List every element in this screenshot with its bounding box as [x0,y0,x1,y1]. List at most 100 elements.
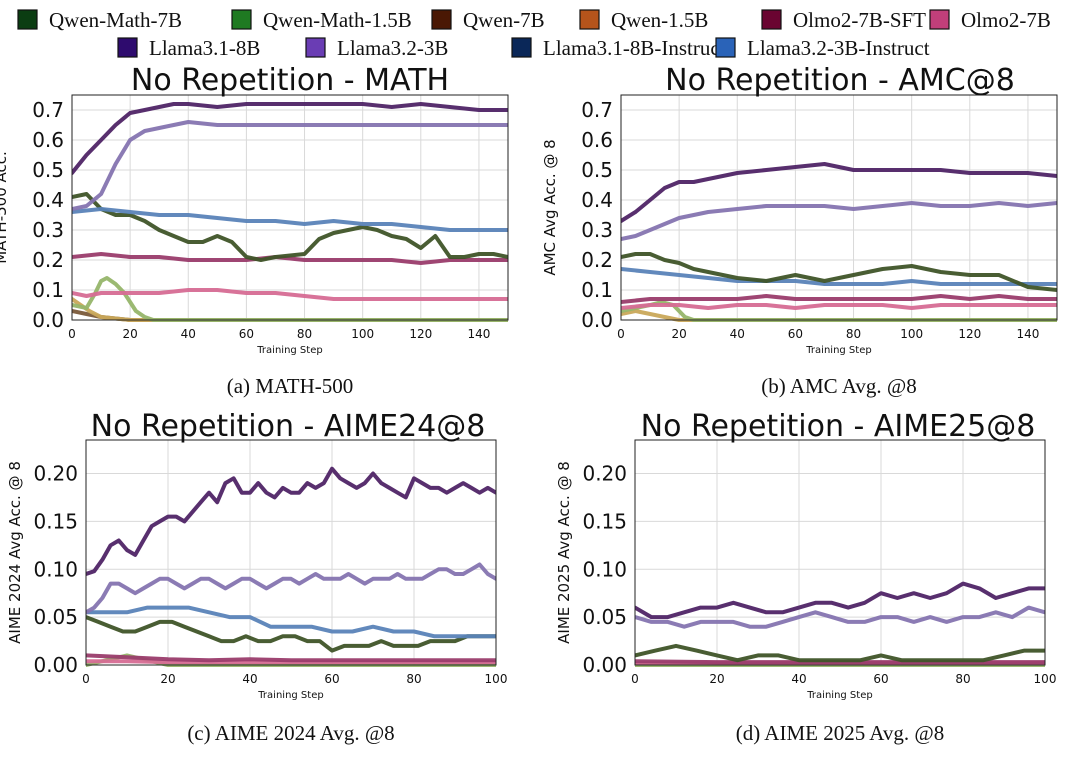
series-line-llama3-2-3b [635,605,1045,629]
legend-label: Olmo2-7B [961,8,1051,32]
x-tick-label: 40 [181,327,196,341]
y-tick-label: 0.15 [33,509,78,533]
series-line-llama3-2-3b [72,120,508,211]
series-line-llama3-2-3b [621,201,1057,241]
series-line-olmo2-7b-sft [621,294,1057,304]
legend-item-qwen-1-5b: Qwen-1.5B [579,8,708,32]
y-tick-label: 0.2 [581,248,613,272]
x-tick-label: 20 [160,672,175,686]
x-axis-ticks: 0 20 40 60 80 100 [82,672,507,686]
series-line-qwen-math-7b [72,192,508,262]
legend-swatch [17,9,38,30]
chart-panel-4: 0 20 40 60 80 100 0.00 0.05 0.10 0.15 0.20 Training… [555,409,1056,745]
series-line-llama3-2-3b [86,562,496,615]
y-tick-label: 0.4 [581,188,613,212]
legend: Qwen-Math-7B Qwen-Math-1.5B Qwen-7B Qwen-1.… [17,8,1051,60]
x-tick-label: 0 [68,327,76,341]
y-tick-label: 0.3 [32,218,64,242]
chart-panel-3: 0 20 40 60 80 100 0.00 0.05 0.10 0.15 0.20 Training… [6,409,507,745]
series-line-olmo2-7b-sft [86,653,496,663]
chart-title: No Repetition - AIME24@8 [91,409,486,444]
y-axis-label: MATH-500 Acc. [0,151,10,264]
x-tick-label: 100 [900,327,923,341]
x-axis-label: Training Step [806,690,872,701]
series-line-llama3-1-8b [621,162,1057,223]
chart-title: No Repetition - AMC@8 [665,63,1015,98]
plot-frame [634,439,1046,666]
y-axis-label: AIME 2025 Avg Acc. @ 8 [555,461,573,644]
x-tick-label: 60 [788,327,803,341]
x-tick-label: 0 [82,672,90,686]
series-line-llama3-2-3b-instruct [621,267,1057,286]
y-axis-label: AIME 2024 Avg Acc. @ 8 [6,461,24,644]
panel-caption: (a) MATH-500 [227,374,354,398]
x-tick-label: 60 [324,672,339,686]
series-line-llama3-1-8b [635,581,1045,620]
y-tick-label: 0.15 [582,509,627,533]
x-tick-label: 40 [730,327,745,341]
y-tick-label: 0.10 [582,557,627,581]
y-tick-label: 0.2 [32,248,64,272]
grid [634,440,1046,666]
series-line-olmo2-7b [72,288,508,301]
legend-label: Qwen-7B [463,8,545,32]
legend-swatch [929,9,950,30]
y-tick-label: 0.1 [581,278,613,302]
plot-frame [71,94,509,321]
y-axis-ticks: 0.0 0.1 0.2 0.3 0.4 0.5 0.6 0.7 [581,98,613,332]
x-tick-label: 140 [1016,327,1039,341]
x-tick-label: 120 [958,327,981,341]
legend-label: Llama3.2-3B [337,36,448,60]
legend-label: Qwen-Math-1.5B [263,8,412,32]
legend-item-llama3-2-3b-instruct: Llama3.2-3B-Instruct [715,36,930,60]
series-line-olmo2-7b-sft [72,252,508,265]
x-tick-label: 100 [351,327,374,341]
series-line-llama3-2-3b-instruct [86,605,496,639]
y-tick-label: 0.20 [582,462,627,486]
grid [71,95,508,321]
legend-item-olmo2-7b-sft: Olmo2-7B-SFT [761,8,926,32]
x-axis-label: Training Step [257,690,323,701]
y-tick-label: 0.05 [33,605,78,629]
x-tick-label: 20 [709,672,724,686]
x-tick-label: 60 [873,672,888,686]
x-tick-label: 0 [617,327,625,341]
x-tick-label: 140 [467,327,490,341]
x-axis-label: Training Step [256,345,322,356]
x-tick-label: 80 [955,672,970,686]
y-axis-ticks: 0.00 0.05 0.10 0.15 0.20 [582,462,627,677]
y-tick-label: 0.5 [32,158,64,182]
panel-caption: (c) AIME 2024 Avg. @8 [187,721,394,745]
legend-label: Llama3.1-8B [149,36,260,60]
legend-swatch [305,37,326,58]
legend-swatch [117,37,138,58]
plot-frame [85,439,497,666]
series-lines [621,162,1057,322]
series-line-qwen-math-7b [635,643,1045,663]
series-line-llama3-2-3b-instruct [72,207,508,232]
chart-panel-2: 0 20 40 60 80 100 120 1400.00.10.20.30.40.50.60… [541,63,1058,398]
y-axis-ticks: 0.00 0.05 0.10 0.15 0.20 [33,462,78,677]
x-tick-label: 20 [122,327,137,341]
x-axis-ticks: 0 20 40 60 80 100 120 140 [68,327,490,341]
legend-item-llama3-1-8b-instruct: Llama3.1-8B-Instruct [511,36,726,60]
x-axis-label: Training Step [805,345,871,356]
series-line-llama3-1-8b [86,466,496,576]
series-line-olmo2-7b [621,303,1057,310]
plot-area [72,95,508,320]
x-tick-label: 100 [1034,672,1057,686]
legend-item-llama3-2-3b: Llama3.2-3B [305,36,448,60]
y-tick-label: 0.20 [33,462,78,486]
y-tick-label: 0.00 [33,653,78,677]
y-axis-ticks: 0.0 0.1 0.2 0.3 0.4 0.5 0.6 0.7 [32,98,64,332]
x-tick-label: 80 [297,327,312,341]
chart-title: No Repetition - MATH [131,63,449,98]
x-tick-label: 100 [485,672,508,686]
y-tick-label: 0.3 [581,218,613,242]
x-tick-label: 60 [239,327,254,341]
x-tick-label: 20 [671,327,686,341]
y-tick-label: 0.5 [581,158,613,182]
x-tick-label: 120 [409,327,432,341]
series-lines [86,466,496,667]
